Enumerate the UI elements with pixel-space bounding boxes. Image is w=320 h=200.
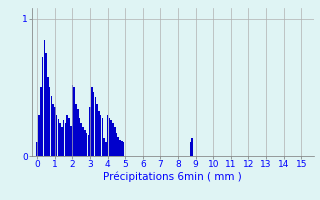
Bar — [96, 104, 98, 156]
Bar — [72, 85, 73, 156]
Bar — [58, 119, 59, 156]
Bar — [65, 123, 66, 156]
Bar — [36, 142, 38, 156]
Bar — [70, 126, 71, 156]
Bar — [40, 87, 42, 156]
Bar — [88, 135, 89, 156]
Bar — [51, 96, 52, 156]
Bar — [81, 123, 82, 156]
Bar — [112, 123, 114, 156]
Bar — [52, 104, 54, 156]
Bar — [74, 87, 75, 156]
Bar — [54, 107, 56, 156]
Bar — [105, 142, 107, 156]
Bar — [49, 87, 50, 156]
Bar — [98, 111, 100, 156]
Bar — [47, 77, 49, 156]
Bar — [77, 109, 78, 156]
Bar — [123, 142, 124, 156]
X-axis label: Précipitations 6min ( mm ): Précipitations 6min ( mm ) — [103, 172, 242, 182]
Bar — [75, 104, 77, 156]
Bar — [102, 118, 103, 156]
Bar — [117, 137, 119, 156]
Bar — [116, 133, 117, 156]
Bar — [119, 140, 121, 156]
Bar — [82, 127, 84, 156]
Bar — [100, 115, 101, 156]
Bar — [56, 115, 57, 156]
Bar — [103, 138, 105, 156]
Bar — [67, 115, 68, 156]
Bar — [79, 118, 80, 156]
Bar — [95, 97, 96, 156]
Bar — [190, 142, 191, 156]
Bar — [89, 107, 91, 156]
Bar — [60, 123, 61, 156]
Bar — [86, 133, 87, 156]
Bar — [42, 57, 43, 156]
Bar — [91, 87, 92, 156]
Bar — [109, 118, 110, 156]
Bar — [191, 138, 193, 156]
Bar — [107, 115, 108, 156]
Bar — [45, 53, 47, 156]
Bar — [61, 127, 63, 156]
Bar — [68, 118, 70, 156]
Bar — [114, 127, 116, 156]
Bar — [44, 40, 45, 156]
Bar — [110, 120, 112, 156]
Bar — [63, 120, 64, 156]
Bar — [38, 115, 40, 156]
Bar — [121, 141, 123, 156]
Bar — [93, 92, 94, 156]
Bar — [84, 130, 85, 156]
